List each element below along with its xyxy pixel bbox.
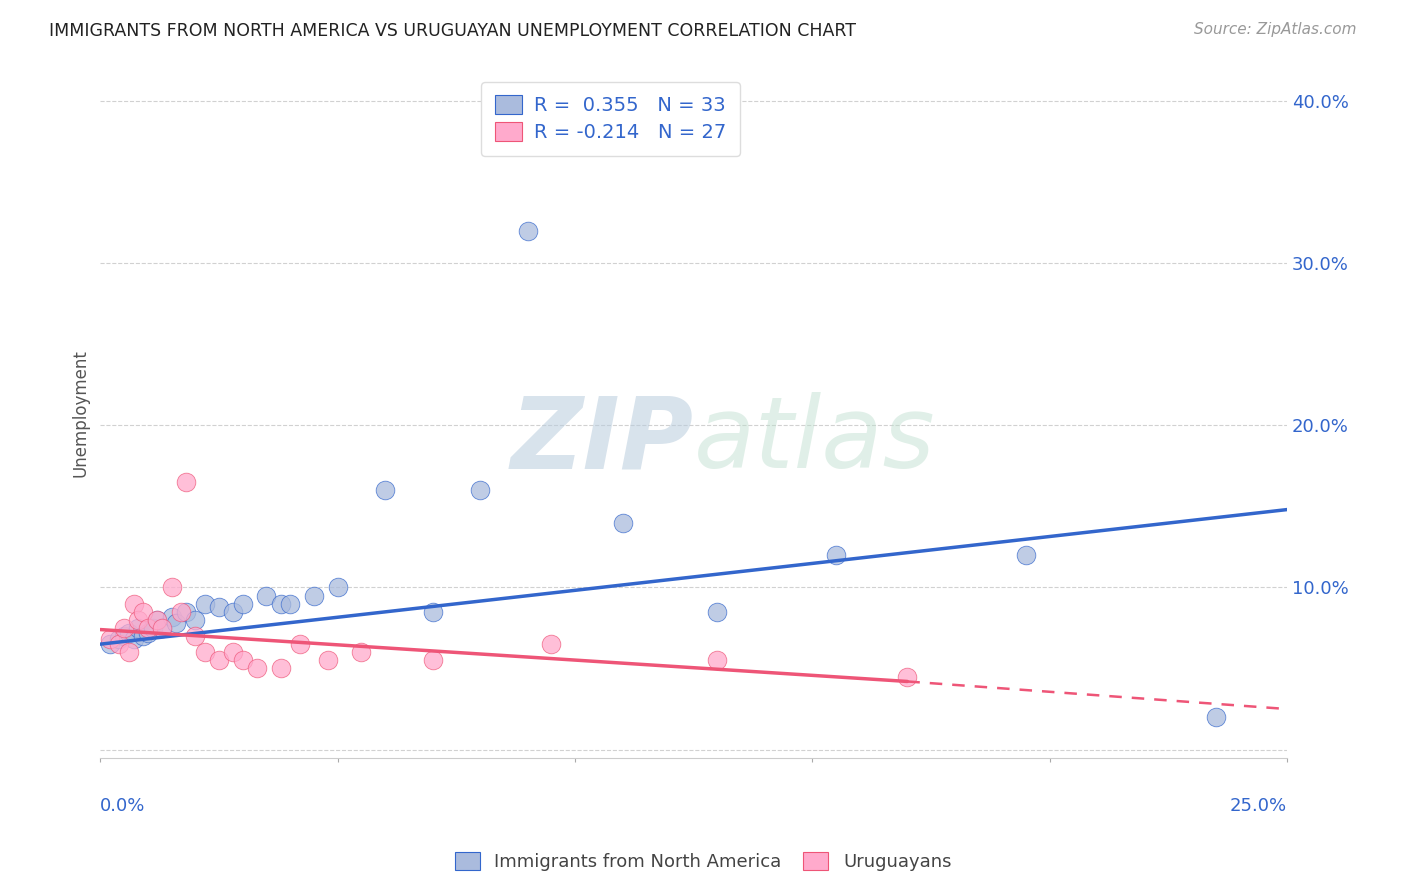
Legend: R =  0.355   N = 33, R = -0.214   N = 27: R = 0.355 N = 33, R = -0.214 N = 27 (481, 82, 740, 155)
Point (222, 605, 245, 619)
Point (98, 632, 121, 647)
Point (825, 548, 848, 562)
Point (232, 653, 254, 667)
Point (170, 605, 193, 619)
Point (160, 609, 183, 624)
Point (184, 613, 207, 627)
Legend: Immigrants from North America, Uruguayans: Immigrants from North America, Uruguayan… (447, 846, 959, 879)
Point (422, 653, 444, 667)
Point (706, 605, 728, 619)
Point (232, 597, 254, 611)
Point (127, 613, 149, 627)
Text: ZIP: ZIP (510, 392, 693, 489)
Point (112, 629, 135, 643)
Point (208, 653, 231, 667)
Point (278, 597, 301, 611)
Point (706, 653, 728, 667)
Point (174, 605, 197, 619)
Point (146, 613, 169, 627)
Point (98, 637, 121, 651)
Point (146, 613, 169, 627)
Point (516, 224, 538, 238)
Point (108, 632, 131, 647)
Point (316, 653, 339, 667)
Point (896, 670, 918, 684)
Point (612, 516, 634, 530)
Point (112, 621, 135, 635)
Point (184, 629, 207, 643)
Point (132, 605, 155, 619)
Point (118, 625, 141, 640)
Point (160, 581, 183, 595)
Text: IMMIGRANTS FROM NORTH AMERICA VS URUGUAYAN UNEMPLOYMENT CORRELATION CHART: IMMIGRANTS FROM NORTH AMERICA VS URUGUAY… (49, 22, 856, 40)
Point (174, 475, 197, 489)
Text: 0.0%: 0.0% (100, 797, 146, 814)
Point (270, 661, 292, 675)
Point (540, 637, 562, 651)
Point (165, 616, 187, 631)
Point (270, 597, 292, 611)
Point (1205, 710, 1227, 724)
Point (122, 597, 145, 611)
Point (208, 599, 231, 614)
Point (150, 621, 173, 635)
Point (127, 621, 149, 635)
Point (150, 621, 173, 635)
Point (302, 589, 325, 603)
Point (194, 597, 217, 611)
Point (118, 645, 141, 659)
Point (142, 621, 165, 635)
Point (326, 581, 349, 595)
Text: 25.0%: 25.0% (1230, 797, 1286, 814)
Point (108, 637, 131, 651)
Point (422, 605, 444, 619)
Point (194, 645, 217, 659)
Point (132, 629, 155, 643)
Point (136, 621, 159, 635)
Text: atlas: atlas (693, 392, 935, 489)
Point (350, 645, 373, 659)
Point (288, 637, 311, 651)
Text: Source: ZipAtlas.com: Source: ZipAtlas.com (1194, 22, 1357, 37)
Y-axis label: Unemployment: Unemployment (72, 349, 89, 477)
Point (374, 483, 396, 497)
Point (256, 589, 278, 603)
Point (468, 483, 491, 497)
Point (1015, 548, 1038, 562)
Point (222, 645, 245, 659)
Point (246, 661, 269, 675)
Point (122, 632, 145, 647)
Point (136, 625, 159, 640)
